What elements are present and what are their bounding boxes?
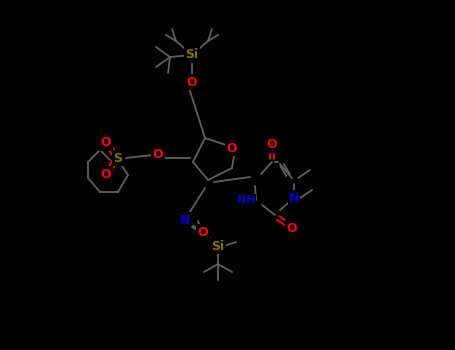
Text: S: S — [113, 152, 122, 164]
Text: O: O — [101, 136, 111, 149]
Text: O: O — [187, 76, 197, 89]
Text: N: N — [180, 214, 190, 226]
Text: NH: NH — [237, 195, 255, 205]
Text: O: O — [267, 139, 277, 152]
Text: O: O — [153, 148, 163, 161]
Text: Si: Si — [212, 239, 225, 252]
Text: O: O — [101, 168, 111, 181]
Text: O: O — [197, 225, 208, 238]
Text: O: O — [227, 141, 238, 154]
Text: N: N — [289, 191, 299, 204]
Text: Si: Si — [186, 49, 198, 62]
Text: O: O — [287, 222, 297, 235]
